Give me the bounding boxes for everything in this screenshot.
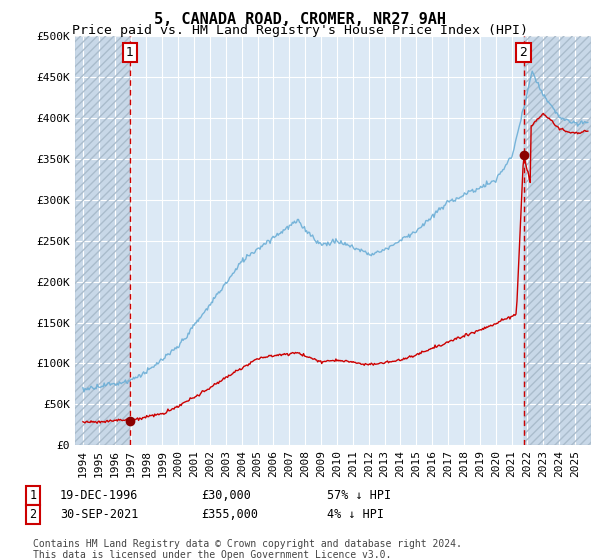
Text: 30-SEP-2021: 30-SEP-2021: [60, 507, 139, 521]
Text: 1: 1: [126, 46, 134, 59]
Bar: [130, 36, 524, 445]
Bar: [75, 36, 130, 445]
Bar: [524, 36, 591, 445]
Text: 57% ↓ HPI: 57% ↓ HPI: [327, 489, 391, 502]
Bar: [75, 36, 130, 445]
Bar: [524, 36, 591, 445]
Text: 2: 2: [520, 46, 527, 59]
Text: 2: 2: [29, 507, 37, 521]
Text: 4% ↓ HPI: 4% ↓ HPI: [327, 507, 384, 521]
Text: £355,000: £355,000: [201, 507, 258, 521]
Text: 1: 1: [29, 489, 37, 502]
Text: 5, CANADA ROAD, CROMER, NR27 9AH: 5, CANADA ROAD, CROMER, NR27 9AH: [154, 12, 446, 27]
Text: 19-DEC-1996: 19-DEC-1996: [60, 489, 139, 502]
Text: Contains HM Land Registry data © Crown copyright and database right 2024.
This d: Contains HM Land Registry data © Crown c…: [33, 539, 462, 560]
Text: £30,000: £30,000: [201, 489, 251, 502]
Text: Price paid vs. HM Land Registry's House Price Index (HPI): Price paid vs. HM Land Registry's House …: [72, 24, 528, 36]
